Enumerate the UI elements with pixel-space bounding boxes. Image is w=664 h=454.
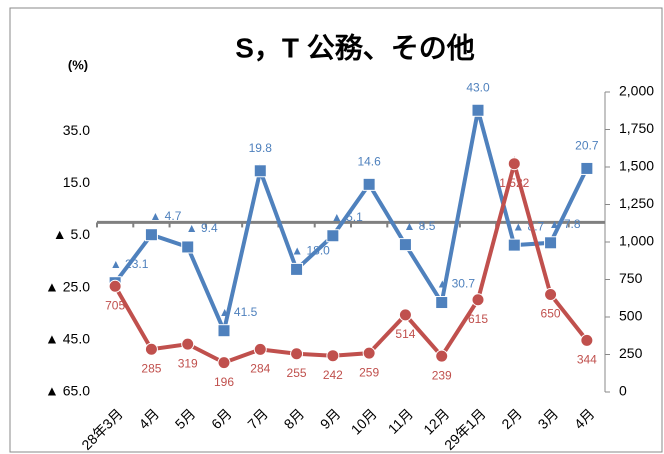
data-label: 284 [250,362,270,376]
point [507,157,521,171]
y2-tick-label: 1,750 [619,120,654,136]
data-label: ▲ 23.1 [110,257,149,271]
x-tick-label: 10月 [348,405,380,437]
data-label: 255 [287,366,307,380]
x-tick-label: 11月 [385,405,416,436]
point [326,349,340,363]
y-axis-label: (%) [68,57,88,72]
data-label: 705 [105,298,125,312]
data-label: 14.6 [357,155,381,169]
point [181,337,195,351]
data-label: ▲ 41.5 [219,305,258,319]
data-label: ▲ 8.5 [403,219,435,233]
data-label: 285 [141,361,161,375]
y2-tick-label: 500 [619,308,643,324]
data-label: 344 [577,353,597,367]
point [217,356,231,370]
data-label: ▲ 30.7 [436,277,475,291]
point [398,238,412,252]
point [435,296,449,310]
x-tick-label: 2月 [498,405,525,432]
point [290,347,304,361]
point [253,164,267,178]
y-tick-label: ▲ 25.0 [45,278,90,294]
point [253,342,267,356]
y2-tick-label: 750 [619,270,643,286]
x-tick-label: 9月 [317,405,344,432]
data-label: 650 [541,307,561,321]
data-label: 196 [214,375,234,389]
point [471,103,485,117]
data-label: 20.7 [575,139,599,153]
data-label: 43.0 [466,80,490,94]
x-tick-label: 28年3月 [78,405,126,453]
data-label: ▲ 4.7 [149,209,181,223]
x-tick-label: 6月 [208,405,235,432]
series-line [113,156,589,365]
point [580,161,594,175]
data-label: ▲ 18.0 [291,244,330,258]
point [181,240,195,254]
data-label: 615 [468,312,488,326]
x-tick-label: 3月 [535,405,562,432]
chart-border [9,7,663,453]
series-line [113,109,589,338]
data-label: ▲ 7.8 [549,217,581,231]
y2-tick-label: 1,000 [619,233,654,249]
data-label: 19.8 [249,141,273,155]
point [326,229,340,243]
data-label: 319 [178,356,198,370]
y-tick-label: 35.0 [63,122,90,138]
y-tick-label: ▲ 65.0 [45,383,90,399]
y-tick-label: 15.0 [63,174,90,190]
point [507,238,521,252]
data-label: 259 [359,365,379,379]
data-label: 239 [432,368,452,382]
x-tick-label: 8月 [281,405,308,432]
point [398,308,412,322]
y2-tick-label: 2,000 [619,83,654,99]
point [144,228,158,242]
y-tick-label: ▲ 45.0 [45,331,90,347]
data-label: ▲ 8.7 [512,219,544,233]
data-label: 242 [323,368,343,382]
x-tick-label: 4月 [571,405,598,432]
chart-title: S，T 公務、その他 [235,32,475,63]
y2-tick-label: 0 [619,383,627,399]
y2-tick-label: 1,250 [619,195,654,211]
point [290,262,304,276]
point [471,293,485,307]
x-tick-label: 4月 [135,405,162,432]
point [544,236,558,250]
point [108,279,122,293]
point [580,333,594,347]
data-label: 514 [395,327,415,341]
point [362,346,376,360]
x-tick-label: 7月 [244,405,271,432]
y2-tick-label: 250 [619,345,643,361]
y-tick-label: ▲ 5.0 [53,226,90,242]
point [144,342,158,356]
point [362,177,376,191]
data-label: ▲ 9.4 [186,221,218,235]
x-tick-label: 5月 [172,405,199,432]
point [217,324,231,338]
point [435,349,449,363]
y2-tick-label: 1,500 [619,158,654,174]
point [544,288,558,301]
x-tick-label: 12月 [420,405,452,437]
data-label: ▲ 5.1 [331,210,363,224]
data-label: 1,522 [499,176,529,190]
